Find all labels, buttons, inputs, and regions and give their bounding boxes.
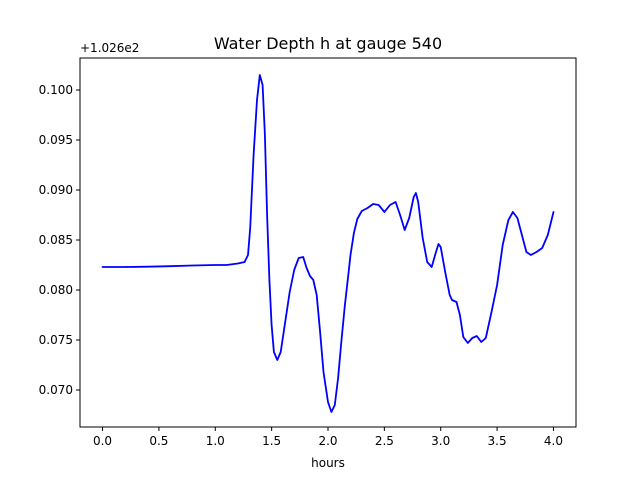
x-tick-label: 0.0 [93, 434, 112, 448]
x-tick-label: 2.5 [375, 434, 394, 448]
y-tick-label: 0.075 [39, 333, 73, 347]
x-tick-label: 3.0 [431, 434, 450, 448]
x-tick-label: 4.0 [544, 434, 563, 448]
y-tick-label: 0.095 [39, 133, 73, 147]
series-line-0 [101, 74, 555, 413]
x-tick-label: 1.5 [262, 434, 281, 448]
x-tick-label: 0.5 [149, 434, 168, 448]
x-tick-label: 3.5 [488, 434, 507, 448]
y-tick-label: 0.085 [39, 233, 73, 247]
y-tick-label: 0.070 [39, 383, 73, 397]
y-tick-label: 0.080 [39, 283, 73, 297]
y-axis: 0.070 0.075 0.080 0.085 0.090 0.095 0.100 [39, 83, 80, 397]
x-tick-label: 1.0 [206, 434, 225, 448]
y-tick-label: 0.100 [39, 83, 73, 97]
y-tick-label: 0.090 [39, 183, 73, 197]
chart-title: Water Depth h at gauge 540 [214, 34, 442, 53]
y-axis-offset-label: +1.026e2 [80, 41, 139, 55]
x-tick-label: 2.0 [318, 434, 337, 448]
x-axis-label: hours [311, 456, 345, 470]
plot-area [101, 74, 555, 413]
x-axis: 0.0 0.5 1.0 1.5 2.0 2.5 3.0 3.5 4.0 [93, 427, 563, 448]
axes-frame [79, 57, 577, 428]
